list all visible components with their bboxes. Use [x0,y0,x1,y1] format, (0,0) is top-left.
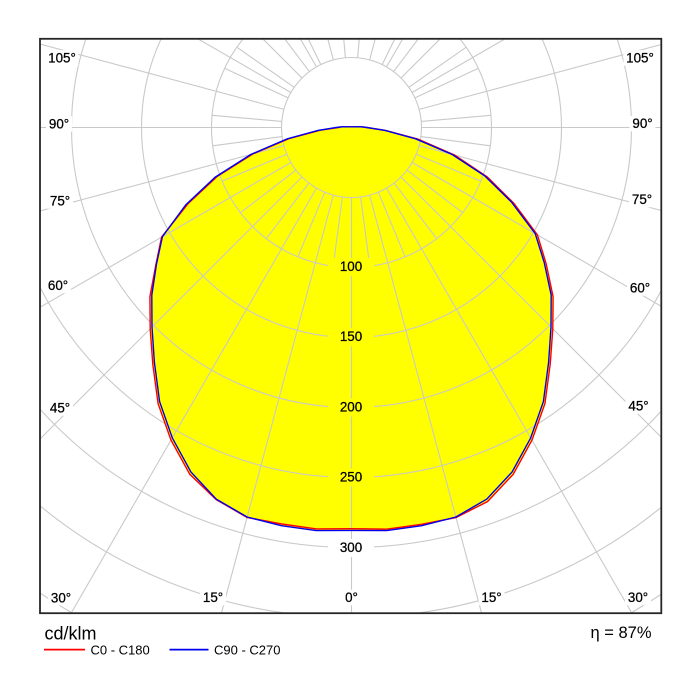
svg-text:60°: 60° [630,281,650,296]
svg-text:45°: 45° [50,401,70,416]
svg-text:60°: 60° [48,278,68,293]
svg-text:90°: 90° [49,117,69,132]
svg-text:105°: 105° [626,51,654,66]
svg-text:30°: 30° [628,590,648,605]
svg-text:C90 - C270: C90 - C270 [214,643,280,658]
svg-text:105°: 105° [48,51,76,66]
svg-text:cd/klm: cd/klm [45,623,97,643]
svg-text:90°: 90° [632,116,652,131]
svg-text:45°: 45° [628,399,648,414]
svg-text:C0 - C180: C0 - C180 [91,643,150,658]
svg-text:75°: 75° [632,192,652,207]
svg-text:150: 150 [340,329,362,344]
svg-text:75°: 75° [50,194,70,209]
svg-text:250: 250 [340,469,362,484]
svg-text:100: 100 [340,259,362,274]
svg-text:η = 87%: η = 87% [590,624,651,642]
svg-text:200: 200 [340,399,362,414]
svg-text:300: 300 [340,540,362,555]
svg-text:15°: 15° [203,590,223,605]
svg-text:0°: 0° [345,590,358,605]
svg-text:30°: 30° [51,590,71,605]
svg-text:15°: 15° [481,590,501,605]
